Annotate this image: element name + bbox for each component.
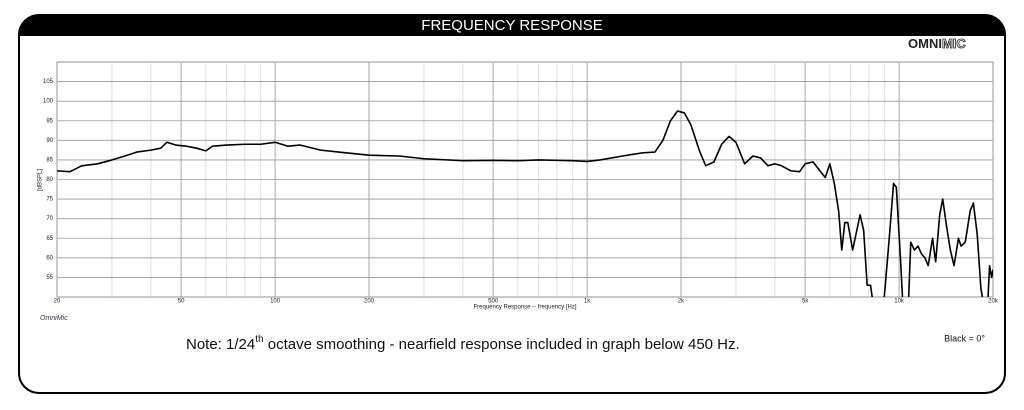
x-tick-label: 100 (270, 299, 281, 305)
y-tick-label: 95 (46, 118, 53, 124)
header-bar (19, 15, 1005, 36)
x-tick-label: 50 (178, 299, 185, 305)
y-tick-label: 75 (46, 197, 53, 203)
x-tick-label: 500 (488, 299, 499, 305)
x-tick-label: 20 (54, 299, 61, 305)
plot-lines (57, 110, 993, 297)
x-tick-label: 10k (894, 299, 905, 305)
y-tick-label: 105 (43, 79, 54, 85)
note-prefix: Note: 1/24 (186, 336, 255, 353)
y-tick-label: 85 (46, 157, 53, 163)
x-tick-label: 2k (678, 299, 685, 305)
legend-entry: Black = 0° (944, 333, 985, 343)
header-title: FREQUENCY RESPONSE (421, 17, 602, 34)
x-tick-label: 1k (584, 299, 591, 305)
response-line (57, 110, 993, 297)
brand: OmniMic (40, 315, 68, 322)
x-tick-label: 5k (802, 299, 809, 305)
y-tick-label: 60 (46, 255, 53, 261)
y-tick-label: 55 (46, 275, 53, 281)
logo-right: MIC (942, 36, 966, 51)
logo: OMNIMIC (908, 36, 966, 51)
y-tick-label: 100 (43, 99, 54, 105)
note-suffix: octave smoothing - nearfield response in… (264, 336, 740, 353)
y-tick-label: 70 (46, 216, 53, 222)
x-axis-label: Frequency Response -- frequency [Hz] (473, 305, 576, 311)
note: Note: 1/24th octave smoothing - nearfiel… (186, 334, 740, 353)
y-axis-label: [dBSPL] (38, 169, 44, 191)
x-tick-label: 20k (988, 299, 999, 305)
note-sup: th (255, 334, 263, 345)
x-tick-label: 200 (364, 299, 375, 305)
logo-left: OMNI (908, 36, 942, 51)
y-tick-label: 90 (46, 138, 53, 144)
y-tick-label: 65 (46, 236, 53, 242)
grid: 55 60 65 70 75 80 85 90 95 100 105 20 50 100 200 500 1k 2… (43, 62, 999, 305)
y-tick-label: 80 (46, 177, 53, 183)
